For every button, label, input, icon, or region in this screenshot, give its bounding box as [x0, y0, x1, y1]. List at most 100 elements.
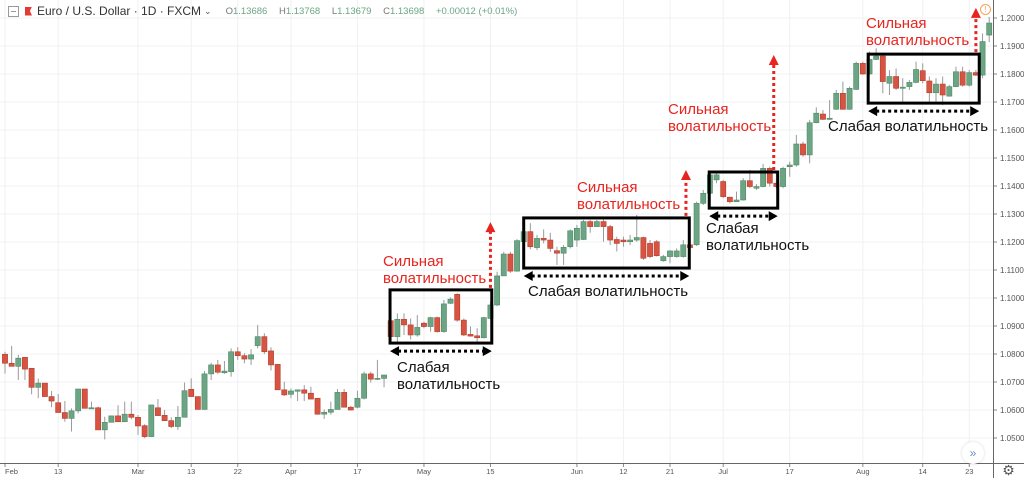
y-tick-label: 1.13000 — [1000, 210, 1024, 219]
candle — [959, 66, 966, 87]
candle-body-up — [660, 256, 667, 262]
candle — [261, 333, 268, 354]
candle — [760, 163, 766, 188]
candle — [327, 401, 334, 415]
candle — [440, 299, 447, 333]
candle — [693, 201, 700, 246]
candle-body-up — [361, 373, 367, 399]
candle-body-up — [534, 238, 540, 248]
candle-body-down — [527, 231, 534, 248]
candle — [700, 189, 707, 206]
candle — [314, 397, 321, 415]
candle — [620, 236, 627, 247]
y-tick-label: 1.09000 — [1000, 322, 1024, 331]
candle-body-down — [2, 353, 8, 364]
high-label: H — [278, 5, 286, 17]
candle — [347, 406, 354, 411]
candle — [780, 166, 786, 189]
symbol-title[interactable]: Euro / U.S. Dollar · 1D · FXCM — [37, 4, 202, 18]
alert-icon[interactable]: ! — [980, 4, 991, 15]
candle — [713, 172, 720, 184]
candle-body-down — [135, 416, 141, 427]
y-tick-label: 1.20000 — [1000, 14, 1024, 23]
candle-body-down — [341, 392, 348, 408]
candle-body-down — [281, 389, 288, 396]
strong-volatility-label-3: Сильная волатильность — [668, 101, 772, 135]
candle-body-up — [494, 275, 500, 306]
candle — [839, 81, 846, 110]
candle-body-up — [88, 407, 95, 410]
candle — [640, 236, 647, 260]
candle-body-up — [627, 239, 633, 243]
candle — [15, 354, 22, 381]
candle-body-up — [567, 230, 574, 248]
candle — [341, 389, 348, 408]
candle — [361, 371, 367, 400]
candle — [467, 326, 474, 337]
high-value: 1.13768 — [285, 5, 321, 17]
candle-body-up — [334, 392, 341, 410]
candle — [514, 239, 520, 272]
x-tick-label: 22 — [234, 467, 242, 476]
x-tick-label: Jul — [718, 467, 728, 476]
candle — [68, 408, 75, 432]
candle — [254, 324, 261, 349]
candle-body-up — [447, 298, 454, 304]
candle-body-up — [700, 192, 707, 204]
candle-body-down — [820, 113, 826, 120]
arrow-left-icon — [709, 211, 719, 222]
candle — [447, 297, 454, 304]
candle — [786, 161, 793, 177]
candle-body-down — [194, 396, 201, 410]
candle-body-down — [460, 319, 467, 336]
double-chevron-right-icon[interactable]: » — [962, 442, 984, 464]
candle-body-down — [81, 388, 88, 409]
candle-body-up — [321, 411, 328, 415]
weak-volatility-label-3: Слабая волатильность — [706, 220, 810, 254]
arrow-up-icon — [680, 170, 691, 181]
candle — [627, 235, 633, 246]
gear-icon[interactable]: ⚙ — [1002, 462, 1015, 478]
candle — [820, 110, 826, 120]
strong-volatility-label-2: Сильная волатильность — [577, 179, 681, 213]
candle-body-up — [35, 382, 42, 388]
candle-body-up — [248, 354, 254, 360]
candle — [281, 381, 288, 396]
y-tick-label: 1.10000 — [1000, 294, 1024, 303]
candle — [474, 328, 481, 342]
candle-body-down — [8, 362, 15, 367]
x-tick-label: 17 — [786, 467, 794, 476]
strong-volatility-label-1: Сильная волатильность — [383, 253, 487, 287]
low-label: L — [331, 5, 338, 17]
y-tick-label: 1.18000 — [1000, 70, 1024, 79]
x-tick-label: 13 — [187, 467, 195, 476]
candle-body-up — [108, 415, 115, 423]
annotations — [388, 7, 981, 357]
candle-body-down — [421, 322, 427, 327]
collapse-icon[interactable] — [8, 5, 19, 17]
candle-body-down — [95, 407, 101, 431]
candles — [2, 16, 993, 440]
y-tick-label: 1.15000 — [1000, 154, 1024, 163]
candle — [334, 389, 341, 410]
consolidation-box-3 — [707, 170, 780, 210]
candle-body-down — [607, 226, 614, 241]
candle — [979, 33, 986, 79]
chevron-down-icon[interactable]: ⌄ — [204, 5, 212, 16]
candle — [593, 219, 600, 227]
candle — [667, 250, 673, 264]
candle — [41, 382, 48, 397]
candle — [554, 246, 560, 265]
candle — [2, 351, 8, 374]
candle-body-down — [766, 168, 773, 184]
candle — [268, 347, 274, 371]
candle — [986, 16, 993, 43]
low-value: 1.13679 — [337, 5, 372, 17]
candle-body-up — [121, 413, 128, 423]
candle — [234, 347, 241, 360]
candle — [893, 68, 899, 90]
consolidation-box-4 — [866, 52, 981, 105]
candle-body-up — [899, 86, 906, 89]
